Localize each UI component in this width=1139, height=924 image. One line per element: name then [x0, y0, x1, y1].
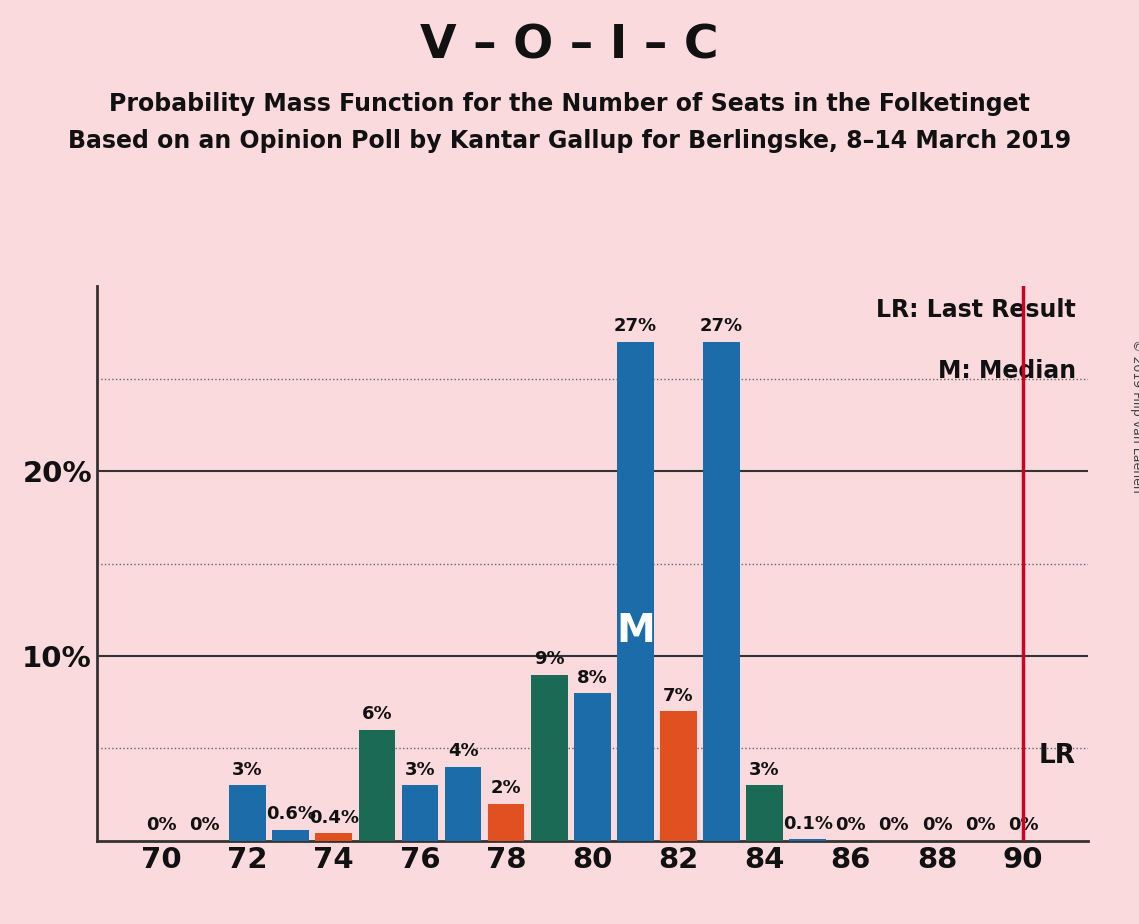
Text: 8%: 8% [577, 669, 607, 687]
Text: LR: LR [1039, 743, 1076, 769]
Bar [444, 767, 482, 841]
Text: 0%: 0% [878, 817, 909, 834]
Text: M: Median: M: Median [937, 359, 1076, 383]
Text: 0%: 0% [921, 817, 952, 834]
Bar [574, 693, 611, 841]
Text: 0%: 0% [965, 817, 995, 834]
Text: 0.6%: 0.6% [265, 806, 316, 823]
Text: 7%: 7% [663, 687, 694, 705]
Bar [789, 839, 826, 841]
Text: LR: Last Result: LR: Last Result [876, 298, 1076, 322]
Text: 2%: 2% [491, 780, 522, 797]
Bar [703, 342, 740, 841]
Bar [359, 730, 395, 841]
Bar [661, 711, 697, 841]
Bar [316, 833, 352, 841]
Bar [617, 342, 654, 841]
Text: 0.1%: 0.1% [782, 815, 833, 833]
Text: 27%: 27% [700, 318, 743, 335]
Text: 27%: 27% [614, 318, 657, 335]
Text: V – O – I – C: V – O – I – C [420, 23, 719, 68]
Text: 9%: 9% [534, 650, 565, 668]
Text: 4%: 4% [448, 743, 478, 760]
Text: M: M [616, 613, 655, 650]
Text: 0%: 0% [1008, 817, 1039, 834]
Text: Probability Mass Function for the Number of Seats in the Folketinget: Probability Mass Function for the Number… [109, 92, 1030, 116]
Bar [229, 785, 265, 841]
Bar [746, 785, 782, 841]
Bar [487, 804, 524, 841]
Text: 0%: 0% [146, 817, 177, 834]
Text: © 2019 Filip van Laenen: © 2019 Filip van Laenen [1130, 339, 1139, 492]
Text: 0%: 0% [189, 817, 220, 834]
Text: 0.4%: 0.4% [309, 809, 359, 827]
Text: 6%: 6% [361, 706, 392, 723]
Bar [531, 675, 567, 841]
Bar [272, 830, 309, 841]
Text: Based on an Opinion Poll by Kantar Gallup for Berlingske, 8–14 March 2019: Based on an Opinion Poll by Kantar Gallu… [68, 129, 1071, 153]
Text: 3%: 3% [749, 761, 780, 779]
Text: 3%: 3% [232, 761, 263, 779]
Text: 0%: 0% [836, 817, 866, 834]
Text: 3%: 3% [404, 761, 435, 779]
Bar [402, 785, 439, 841]
